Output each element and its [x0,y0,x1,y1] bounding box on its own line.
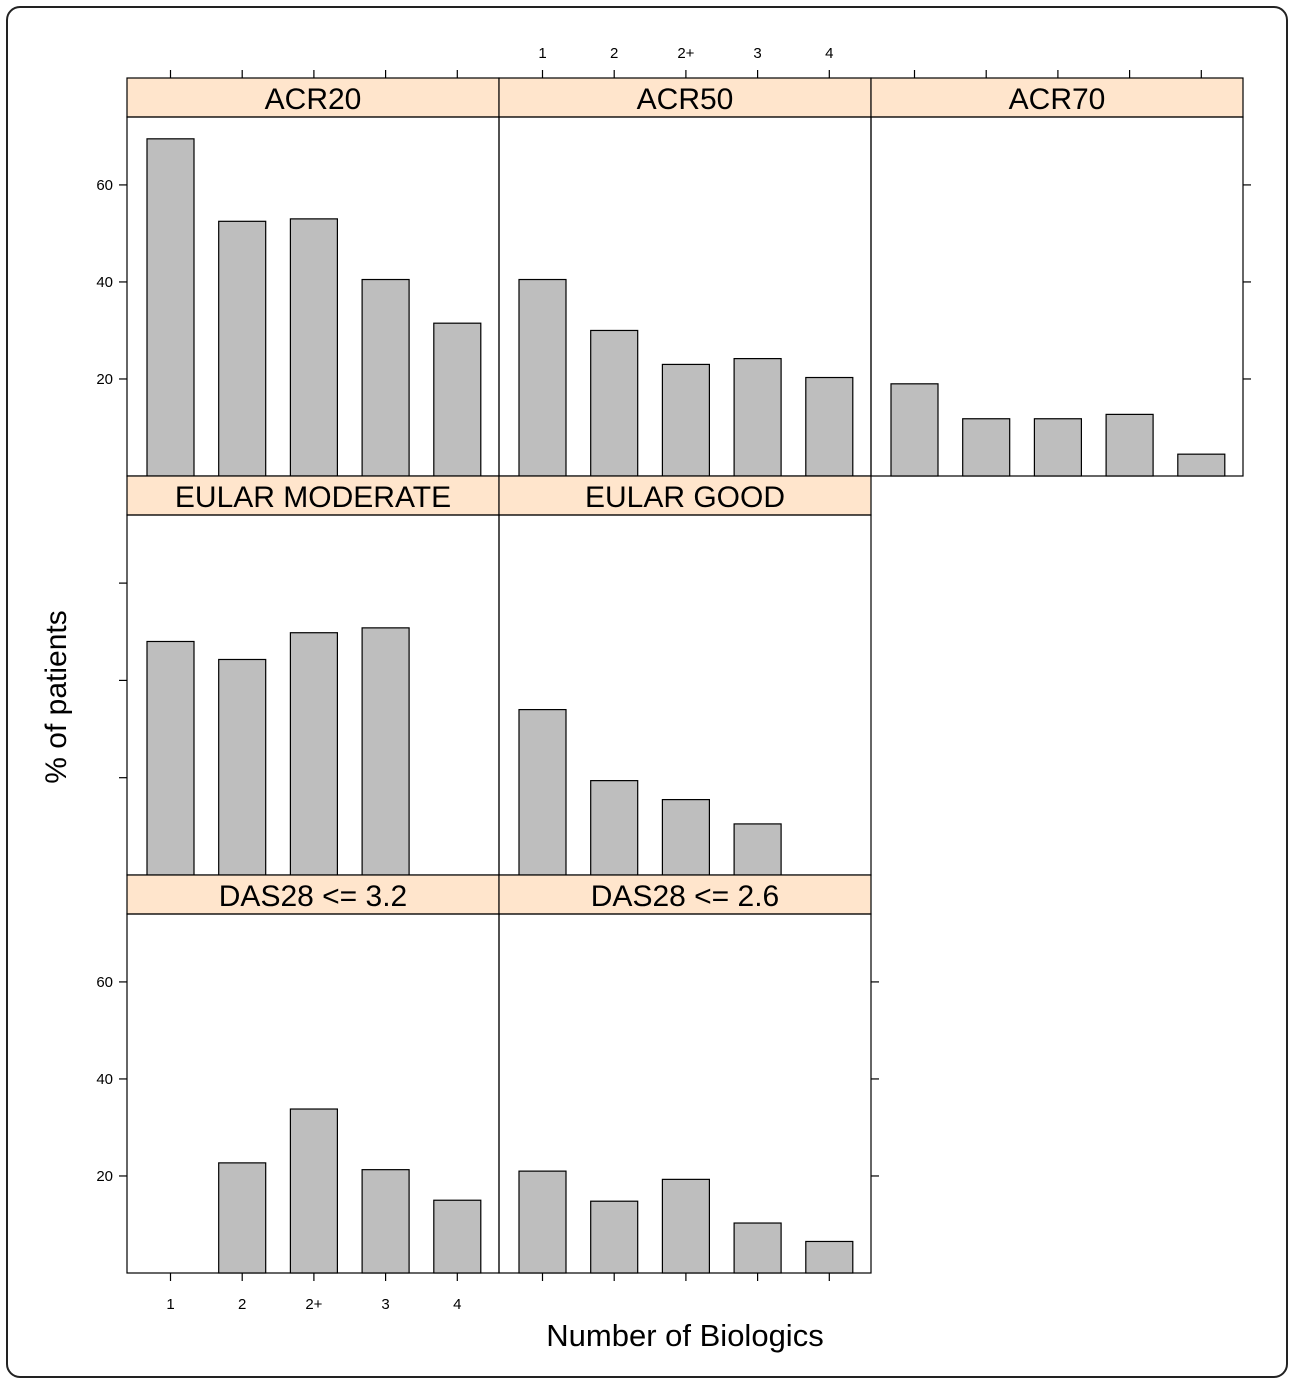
strip-label-acr20: ACR20 [265,83,362,116]
panels-layer: ACR20 ACR50 ACR70 EULAR MODERATE EULAR GOOD D… [126,77,1244,1274]
y-tick-label: 60 [96,177,113,194]
panel-das28-2-6: DAS28 <= 2.6 [498,874,872,1274]
bar-eular-good-1 [518,708,567,876]
bar-eular-good-2 [661,798,711,876]
bar-acr20-2 [289,218,338,477]
x-tick-label: 2 [238,1296,246,1313]
bar-acr70-3 [1105,413,1154,477]
bar-das28-3-2-3 [361,1169,410,1274]
strip-label-das28-2-6: DAS28 <= 2.6 [591,880,779,913]
bar-das28-2-6-2 [590,1200,639,1274]
bar-acr50-4 [805,376,854,477]
x-tick-label: 3 [381,1296,389,1313]
y-tick-label: 20 [96,371,113,388]
strip-label-acr70: ACR70 [1009,83,1106,116]
bar-acr70-2 [962,418,1011,477]
bar-eular-moderate-3 [361,627,410,876]
x-tick-label: 3 [753,45,761,62]
axes-layer: 1 2 2+ 3 4 1 2 2+ 3 4 20 40 60 20 40 60 [96,45,1251,1313]
x-tick-label: 2 [610,45,618,62]
panel-eular-moderate: EULAR MODERATE [126,475,500,876]
strip-label-acr50: ACR50 [637,83,734,116]
bar-eular-moderate-2 [218,658,267,876]
bar-das28-2-6-1 [518,1170,567,1274]
strip-das28-3-2 [126,874,500,915]
bar-acr70-2 [1033,418,1083,477]
strip-acr70 [870,77,1244,118]
x-tick-label: 4 [453,1296,461,1313]
x-tick-label: 2+ [677,45,694,62]
panel-acr20: ACR20 [126,77,500,477]
bar-acr20-3 [361,278,410,477]
panel-acr50: ACR50 [498,77,872,477]
x-tick-label: 2+ [305,1296,322,1313]
strip-label-eular-moderate: EULAR MODERATE [175,481,451,514]
strip-label-das28-3-2: DAS28 <= 3.2 [219,880,407,913]
y-tick-label: 60 [96,974,113,991]
bar-eular-good-2 [590,780,639,876]
y-tick-label: 40 [96,1071,113,1088]
bar-das28-2-6-2 [661,1178,711,1274]
bar-das28-2-6-4 [805,1240,854,1274]
bar-acr70-1 [890,383,939,477]
bar-eular-good-3 [733,823,782,876]
x-tick-label: 1 [538,45,546,62]
bar-acr70-4 [1177,453,1226,477]
x-tick-label: 4 [825,45,833,62]
y-tick-label: 20 [96,1168,113,1185]
x-tick-label: 1 [166,1296,174,1313]
bar-eular-moderate-2 [289,632,338,876]
x-axis-label: Number of Biologics [546,1318,823,1353]
bar-acr20-4 [433,322,482,477]
panel-acr70: ACR70 [870,77,1244,477]
bar-acr20-2 [218,220,267,477]
bar-das28-3-2-2 [289,1108,338,1274]
bar-das28-3-2-2 [218,1162,267,1274]
strip-label-eular-good: EULAR GOOD [585,481,785,514]
bar-das28-2-6-3 [733,1222,782,1274]
bar-eular-moderate-1 [146,640,195,876]
bar-acr50-3 [733,357,782,477]
strip-eular-good [498,475,872,516]
bar-acr50-1 [518,278,567,477]
y-tick-label: 40 [96,274,113,291]
panel-eular-good: EULAR GOOD [498,475,872,876]
y-axis-label: % of patients [40,610,73,783]
bar-acr50-2 [661,363,711,477]
bar-acr50-2 [590,329,639,477]
bar-acr20-1 [146,138,195,477]
panel-das28-3-2: DAS28 <= 3.2 [126,874,500,1274]
bar-das28-3-2-4 [433,1199,482,1274]
strip-das28-2-6 [498,874,872,915]
